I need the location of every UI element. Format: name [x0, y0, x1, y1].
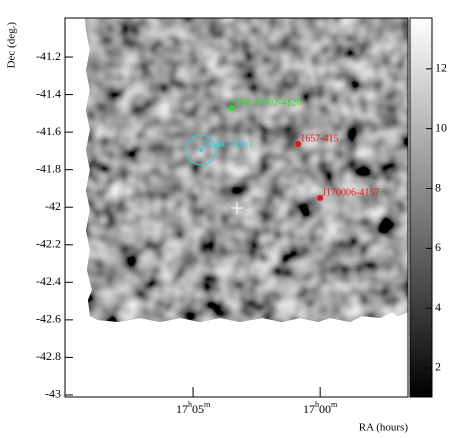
source-marker — [229, 105, 236, 112]
y-tick-label: -41.8 — [36, 161, 61, 175]
source-label: 1657-415 — [300, 133, 338, 144]
y-tick-label: -41.2 — [36, 49, 61, 63]
y-tick-label: -41.6 — [36, 124, 61, 138]
source-label: G344.7-00.1 — [203, 139, 254, 150]
source-label: J170006-4157 — [322, 187, 379, 198]
source-label: PSR J1702-4128 — [234, 97, 302, 108]
x-tick-label: 17h00m — [303, 400, 338, 415]
y-tick-label: -42 — [45, 199, 61, 213]
y-tick-label: -42.6 — [36, 312, 61, 326]
source-marker — [317, 195, 324, 202]
colorbar-tick-label: 2 — [435, 360, 441, 374]
colorbar-tick-label: 4 — [435, 300, 441, 314]
x-axis-label: RA (hours) — [359, 422, 409, 434]
source-marker — [295, 140, 302, 147]
y-tick-label: -42.4 — [36, 274, 61, 288]
y-tick-label: -43 — [45, 387, 61, 401]
colorbar-tick-label: 8 — [435, 180, 441, 194]
colorbar-tick-label: 12 — [435, 61, 447, 75]
y-tick-label: -41.4 — [36, 86, 61, 100]
y-axis-label: Dec (deg.) — [6, 22, 18, 69]
cross-marker — [231, 201, 244, 214]
y-tick-label: -42.8 — [36, 349, 61, 363]
colorbar-tick-label: 6 — [435, 240, 441, 254]
x-tick-label: 17h05m — [176, 400, 211, 415]
source-region — [185, 134, 217, 166]
colorbar-tick-label: 10 — [435, 120, 447, 134]
color-bar — [409, 17, 433, 398]
significance-map — [85, 18, 408, 322]
source-marker — [199, 147, 204, 152]
y-tick-label: -42.2 — [36, 237, 61, 251]
